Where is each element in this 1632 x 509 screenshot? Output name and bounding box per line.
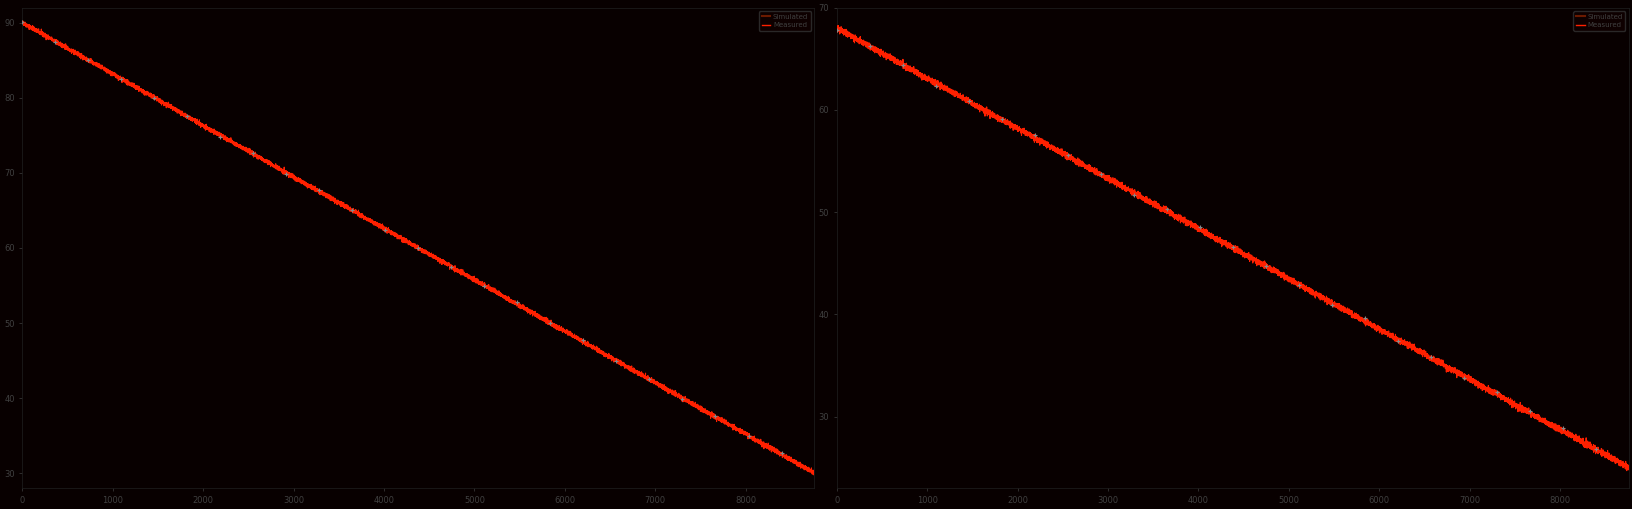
Legend: Simulated, Measured: Simulated, Measured <box>1573 11 1624 31</box>
Legend: Simulated, Measured: Simulated, Measured <box>759 11 811 31</box>
